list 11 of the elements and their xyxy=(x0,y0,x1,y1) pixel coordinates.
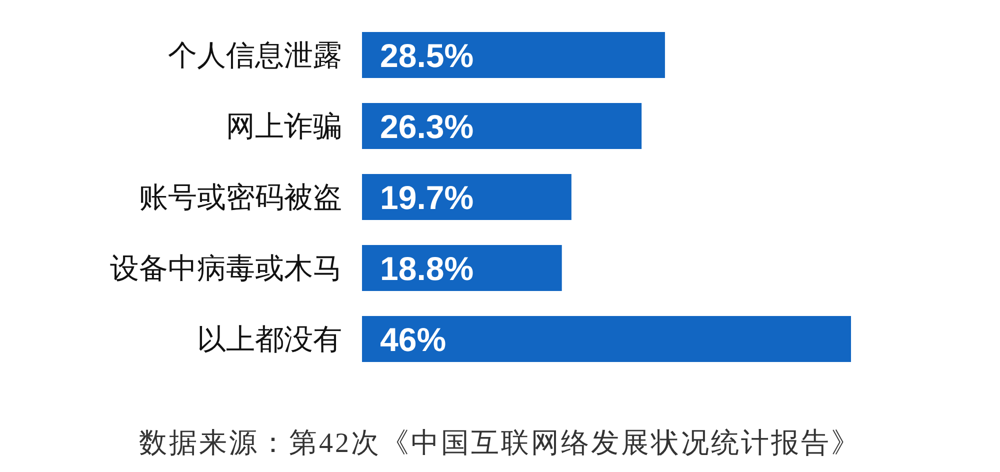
category-label: 账号或密码被盗 xyxy=(139,182,342,214)
category-label: 设备中病毒或木马 xyxy=(110,253,342,285)
value-label: 18.8% xyxy=(380,250,474,287)
category-label: 个人信息泄露 xyxy=(168,40,342,72)
category-label: 网上诈骗 xyxy=(226,111,342,143)
value-label: 28.5% xyxy=(380,37,474,74)
value-label: 26.3% xyxy=(380,108,474,145)
value-label: 19.7% xyxy=(380,179,474,216)
category-label: 以上都没有 xyxy=(197,324,342,356)
value-label: 46% xyxy=(380,321,446,358)
annotation: 数据来源：第42次《中国互联网络发展状况统计报告》 xyxy=(139,428,861,459)
